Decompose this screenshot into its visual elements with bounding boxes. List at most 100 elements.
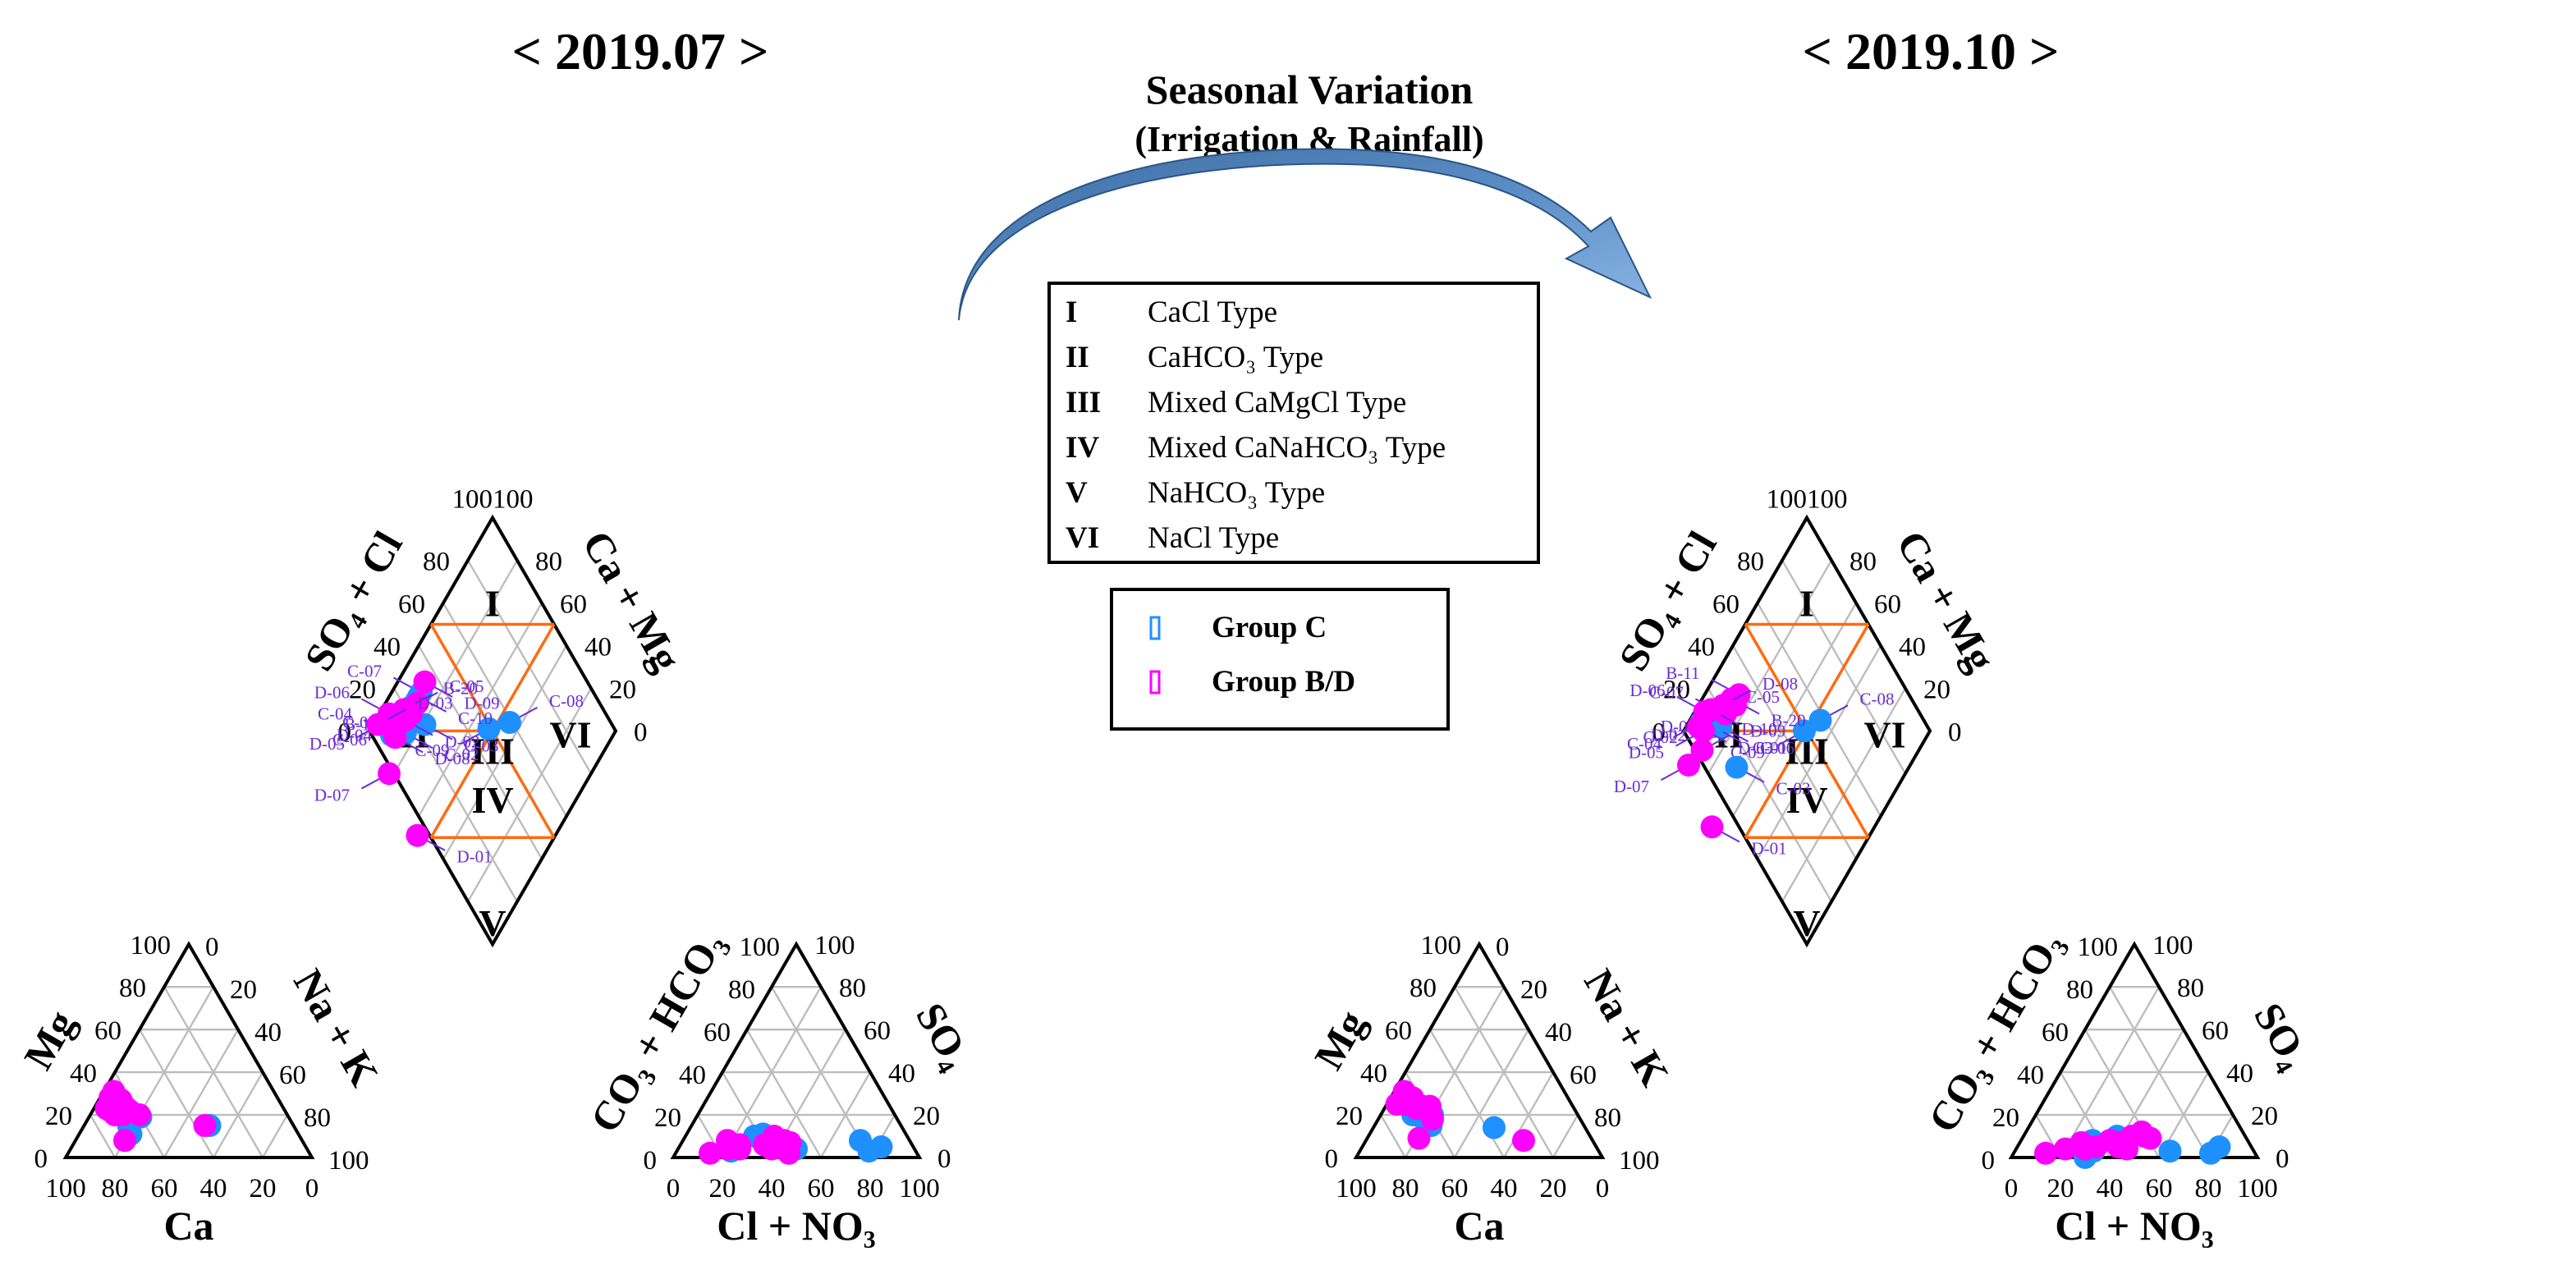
diamond-label-B-11: B-11: [1666, 663, 1699, 683]
diamond-point-D-03: [366, 713, 390, 736]
tick-anion-co3: 0: [644, 1146, 658, 1176]
anion-point-bd-0: [2034, 1141, 2057, 1165]
diamond-label-C-04: C-04: [318, 704, 353, 724]
tick-cation-na: 20: [230, 975, 257, 1005]
tick-diamond-top: 100100: [452, 485, 534, 515]
grid-line: [261, 1114, 289, 1158]
diamond-label-C-09: C-09: [415, 740, 450, 760]
tick-cation-mg: 0: [1325, 1144, 1339, 1174]
tick-anion-cl: 80: [2195, 1174, 2222, 1203]
diamond-point-C-09: [1793, 719, 1816, 743]
field-label-V: V: [1793, 902, 1820, 944]
tick-cation-na: 80: [304, 1103, 331, 1133]
tick-anion-co3: 20: [654, 1103, 681, 1133]
diamond-label-C-04: C-04: [1627, 734, 1662, 754]
diamond-label-C-07: C-07: [347, 662, 382, 681]
field-label-V: V: [479, 902, 506, 944]
grid-line: [138, 1029, 215, 1158]
tick-anion-cl: 100: [899, 1174, 940, 1203]
diamond-label-C-06: C-06: [332, 730, 367, 750]
tick-anion-cl: 0: [667, 1174, 681, 1203]
diamond-label-D-04: D-04: [337, 726, 373, 745]
cation-point-bd-16: [193, 1114, 217, 1138]
tick-diamond-so4cl: 80: [423, 548, 450, 577]
diamond-label-D-02: D-02: [1651, 726, 1686, 745]
tick-cation-ca: 0: [305, 1174, 319, 1203]
tick-diamond-so4cl: 40: [374, 632, 401, 662]
legend-type-text-2: CaHCO₃ Type: [1148, 341, 1323, 374]
tick-cation-na: 20: [1520, 975, 1547, 1005]
diamond-point-C-09: [477, 717, 501, 740]
diamond-label-C-03: C-03: [1776, 779, 1811, 799]
legend-type-num-6: VI: [1066, 521, 1099, 555]
anion-point-bd-11: [753, 1133, 776, 1157]
diamond-label-D-10: D-10: [1742, 719, 1777, 739]
grid-line: [745, 1029, 823, 1158]
tick-diamond-camg: 20: [609, 675, 636, 704]
diamond-label-D-09: D-09: [465, 694, 500, 713]
tick-anion-so4: 40: [888, 1059, 915, 1089]
seasonal-arrow: [958, 148, 1652, 321]
cation-point-bd-10: [128, 1103, 151, 1127]
tick-cation-mg: 20: [45, 1102, 72, 1131]
tick-diamond-camg: 80: [1849, 548, 1877, 577]
tick-cation-mg: 60: [94, 1016, 121, 1046]
tick-anion-so4: 20: [2251, 1102, 2278, 1131]
tick-cation-ca: 60: [1442, 1174, 1469, 1203]
diamond-label-D-01: D-01: [1752, 838, 1787, 858]
diamond-outline: [367, 514, 618, 948]
diamond-label-C-05: C-05: [1745, 687, 1780, 707]
cation-point-bd-10: [1397, 1093, 1421, 1116]
field-label-VI: VI: [549, 713, 591, 755]
diamond-label-C-03: C-03: [465, 736, 499, 756]
diamond-label-D-05: D-05: [309, 734, 345, 754]
tick-anion-so4: 0: [937, 1144, 951, 1174]
tick-cation-na: 60: [1570, 1061, 1597, 1090]
cation-point-c-5: [1483, 1116, 1506, 1139]
legend-type-num-3: III: [1066, 386, 1101, 419]
tick-cation-mg: 40: [1360, 1059, 1387, 1089]
cation-point-bd-15: [103, 1103, 126, 1127]
diamond-label-C-05: C-05: [450, 676, 484, 696]
diamond-outline: [1681, 514, 1932, 948]
tick-cation-na: 60: [279, 1061, 306, 1090]
tick-diamond-so4cl: 60: [1712, 590, 1739, 620]
diamond-label-D-06: D-06: [1629, 681, 1665, 700]
type-legend: I CaCl Type II CaHCO₃ Type III Mixed CaMgCl T…: [1047, 282, 1540, 564]
tick-anion-cl: 80: [857, 1174, 884, 1203]
cation-point-bd-13: [102, 1080, 126, 1103]
diamond-point-D-05: [1692, 719, 1715, 743]
cation-point-bd-11: [113, 1129, 136, 1153]
banner-line1: Seasonal Variation: [1146, 66, 1474, 112]
tick-anion-so4: 20: [913, 1102, 940, 1131]
tick-diamond-camg: 60: [1874, 590, 1901, 620]
anion-point-bd-10: [777, 1141, 800, 1165]
tick-diamond-so4cl: 80: [1737, 548, 1764, 577]
tick-diamond-camg: 80: [535, 548, 562, 577]
tick-cation-ca: 60: [151, 1174, 178, 1203]
diamond-label-C-01: C-01: [1753, 738, 1787, 758]
tick-anion-cl: 60: [2146, 1174, 2173, 1203]
diamond-label-D-05: D-05: [1629, 742, 1664, 762]
diamond-label-D-01: D-01: [457, 847, 493, 867]
tick-diamond-camg: 0: [634, 717, 648, 747]
axis-label-cl-no3: Cl + NO₃: [2055, 1203, 2213, 1249]
tick-diamond-so4cl: 40: [1688, 632, 1715, 662]
tick-anion-so4: 100: [2152, 931, 2193, 960]
tick-anion-cl: 20: [2047, 1174, 2074, 1203]
anion-point-c-6: [2207, 1135, 2231, 1159]
tick-diamond-camg: 20: [1923, 675, 1950, 704]
tick-cation-mg: 20: [1336, 1102, 1363, 1131]
tick-cation-mg: 0: [34, 1144, 48, 1174]
grid-line: [1379, 1114, 1407, 1158]
axis-label-ca: Ca: [163, 1203, 213, 1249]
tick-anion-co3: 60: [704, 1018, 731, 1047]
tick-cation-mg: 100: [1421, 931, 1462, 960]
tick-anion-so4: 0: [2276, 1144, 2290, 1174]
tick-cation-mg: 80: [119, 974, 146, 1003]
piper-diagram-2019-10: IIIIIIIVVVI10008020604040602080010000100…: [1305, 485, 2318, 1249]
group-bd-marker: [1149, 670, 1161, 695]
tick-anion-so4: 80: [2177, 974, 2204, 1003]
axis-label-cl-no3: Cl + NO₃: [717, 1203, 875, 1249]
diamond-point-D-07: [378, 762, 401, 786]
